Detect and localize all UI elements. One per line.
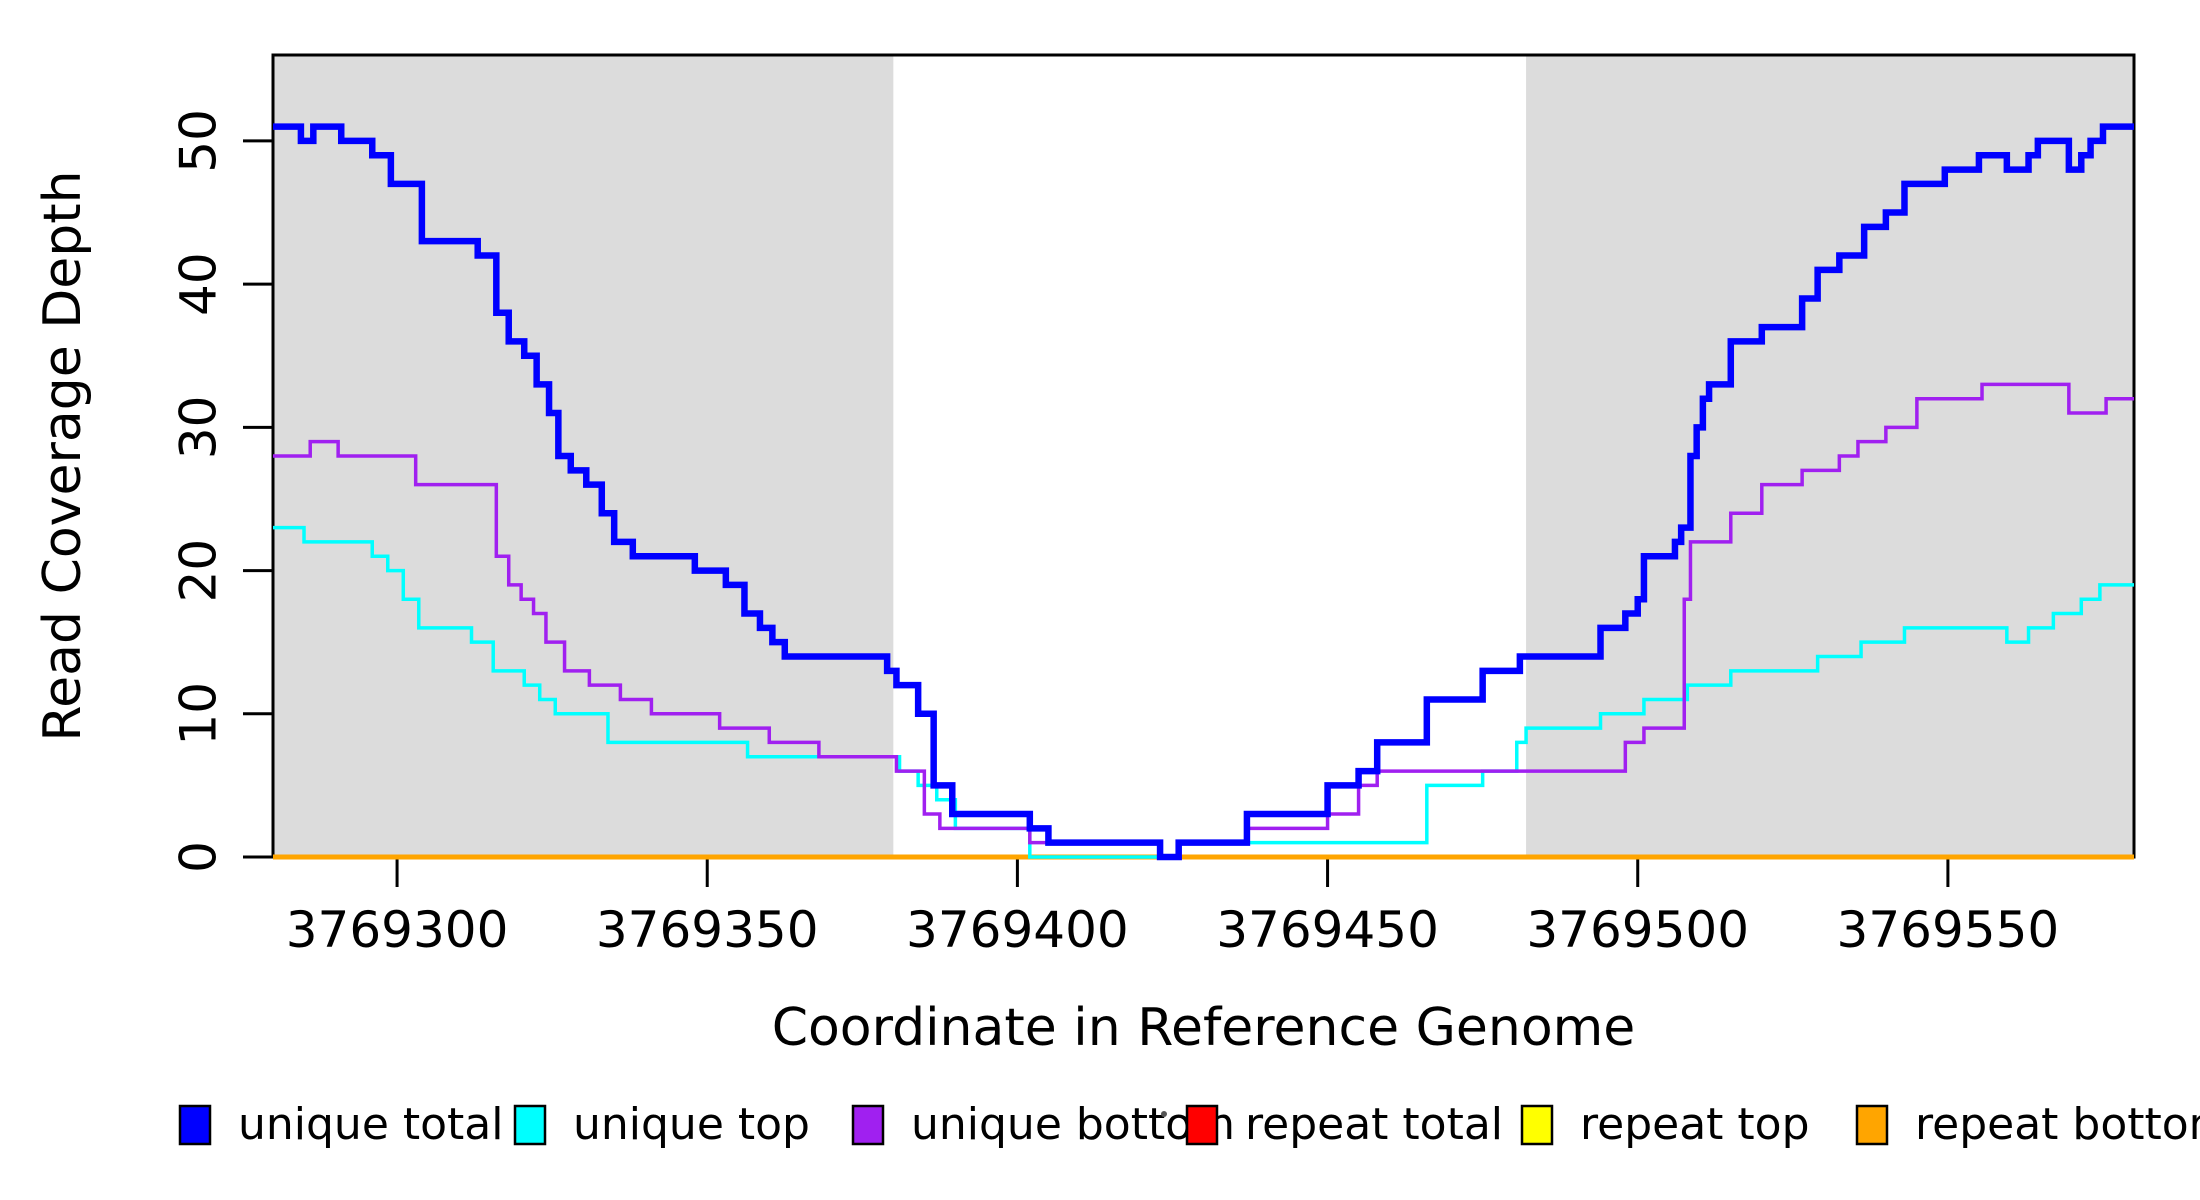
x-axis-title: Coordinate in Reference Genome <box>772 998 1636 1058</box>
y-tick-label: 20 <box>170 539 228 603</box>
y-tick-label: 0 <box>170 841 228 873</box>
legend-swatch-repeat-bottom <box>1855 1104 1889 1146</box>
y-axis-title: Read Coverage Depth <box>33 170 93 741</box>
shaded-region-right-flank <box>1526 55 2134 857</box>
shaded-regions <box>273 55 2134 857</box>
y-tick-label: 50 <box>170 109 228 173</box>
x-tick-label: 3769300 <box>286 901 509 959</box>
legend-label: unique total <box>238 1099 503 1150</box>
legend-item-unique-bottom: unique bottom <box>851 1099 1235 1150</box>
legend-item-repeat-top: repeat top <box>1520 1099 1810 1150</box>
series-line-unique-total <box>273 123 2134 861</box>
x-tick-label: 3769550 <box>1837 901 2060 959</box>
legend-item-unique-total: unique total <box>178 1099 503 1150</box>
legend-swatch-repeat-total <box>1185 1104 1219 1146</box>
legend-label: unique top <box>573 1099 810 1150</box>
legend-label: repeat total <box>1245 1099 1503 1150</box>
legend: unique total unique top unique bottom repea… <box>178 1099 2200 1150</box>
y-tick-label: 30 <box>170 396 228 460</box>
legend-swatch-unique-total <box>178 1104 212 1146</box>
y-tick-label: 40 <box>170 252 228 316</box>
legend-label: repeat bottom <box>1915 1099 2200 1150</box>
legend-swatch-repeat-top <box>1520 1104 1554 1146</box>
legend-swatch-unique-bottom <box>851 1104 885 1146</box>
y-tick-label: 10 <box>170 682 228 746</box>
series-lines <box>273 123 2134 861</box>
x-axis: 3769300 3769350 3769400 3769450 3769500 37695… <box>286 857 2060 959</box>
legend-item-unique-top: unique top <box>513 1099 810 1150</box>
y-axis: 0 10 20 30 40 50 <box>170 109 273 873</box>
x-tick-label: 3769500 <box>1526 901 1749 959</box>
legend-item-repeat-bottom: repeat bottom <box>1855 1099 2200 1150</box>
x-tick-label: 3769450 <box>1216 901 1439 959</box>
series-line-unique-top <box>273 525 2134 859</box>
x-tick-label: 3769400 <box>906 901 1129 959</box>
stray-mark <box>1161 1111 1167 1117</box>
legend-label: repeat top <box>1580 1099 1810 1150</box>
legend-label: unique bottom <box>911 1099 1235 1150</box>
legend-item-repeat-total: repeat total <box>1185 1099 1503 1150</box>
legend-swatch-unique-top <box>513 1104 547 1146</box>
x-tick-label: 3769350 <box>596 901 819 959</box>
